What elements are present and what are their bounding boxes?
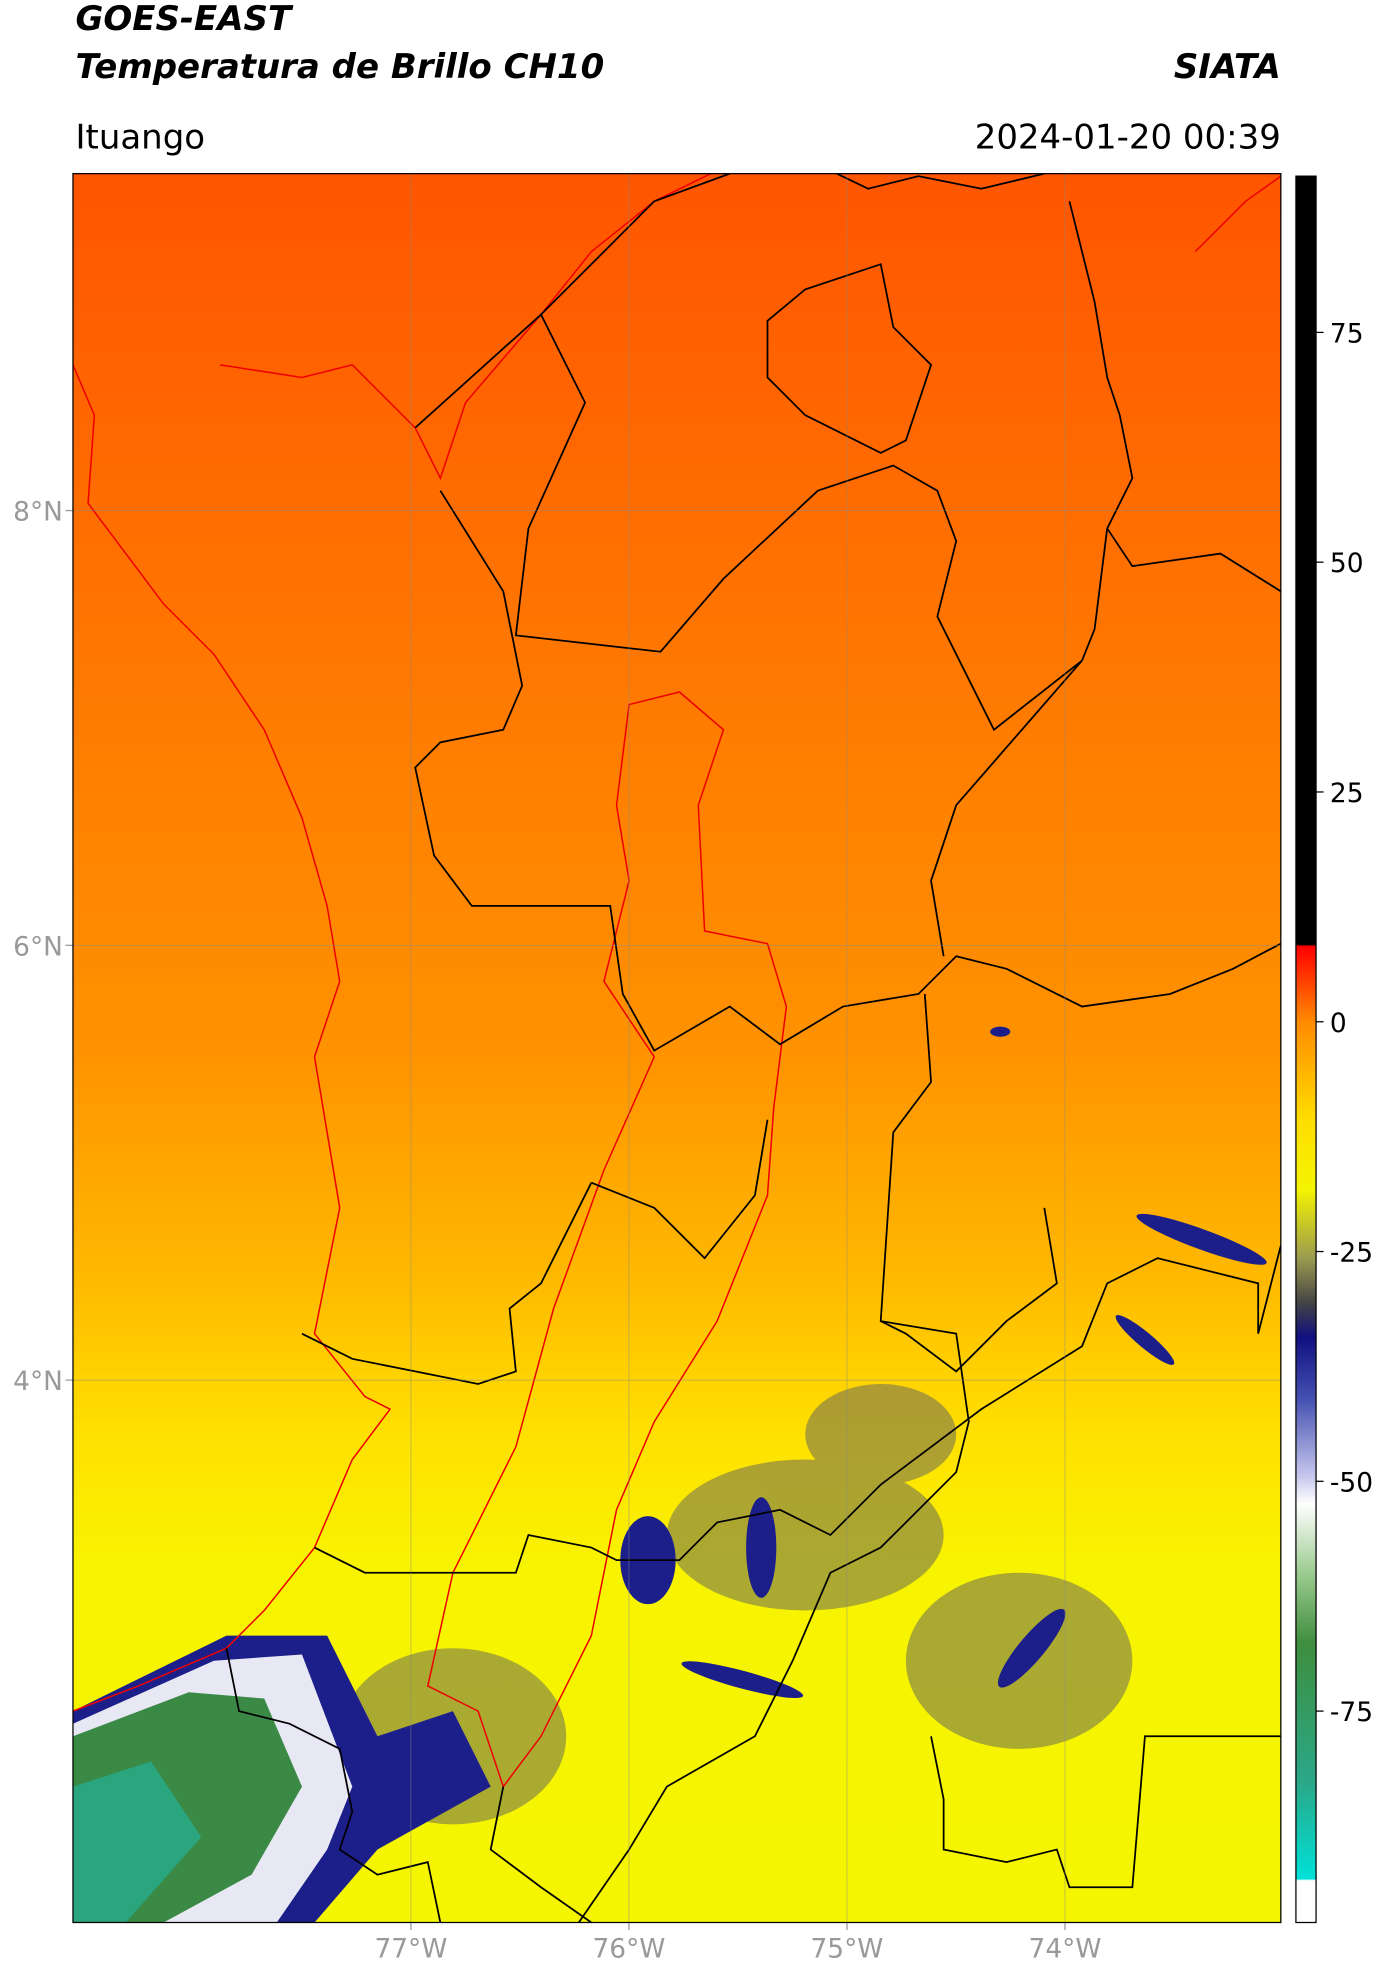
- subtitle: Temperatura de Brillo CH10: [75, 47, 604, 87]
- colorbar-tick-label: 50: [1330, 548, 1364, 579]
- x-tick-label: 77°W: [374, 1934, 447, 1965]
- colorbar-tick-label: 0: [1330, 1008, 1347, 1039]
- location: Ituango: [75, 117, 205, 157]
- colorbar-tick-label: -50: [1330, 1467, 1373, 1498]
- timestamp: 2024-01-20 00:39: [975, 117, 1281, 157]
- y-tick-label: 4°N: [13, 1366, 63, 1397]
- title: GOES-EAST: [75, 0, 293, 39]
- colorbar-tick-label: 25: [1330, 778, 1364, 809]
- colorbar-tick-label: -25: [1330, 1238, 1373, 1269]
- y-tick-label: 6°N: [13, 931, 63, 962]
- map-imagery: [72, 173, 1281, 1923]
- colorbar: [1295, 175, 1317, 1924]
- y-tick-label: 8°N: [13, 497, 63, 528]
- x-tick-label: 76°W: [592, 1934, 665, 1965]
- map-frame: [72, 172, 1282, 1924]
- colorbar-tick-label: 75: [1330, 318, 1364, 349]
- x-tick-label: 75°W: [810, 1934, 883, 1965]
- brand: SIATA: [1174, 47, 1281, 87]
- colorbar-ticks: -75 -50 -25 0 25 50 75: [1316, 318, 1373, 1728]
- grid: 77°W 76°W 75°W 74°W 4°N 6°N 8°N: [13, 173, 1281, 1965]
- x-tick-label: 74°W: [1029, 1934, 1102, 1965]
- colorbar-tick-label: -75: [1330, 1697, 1373, 1728]
